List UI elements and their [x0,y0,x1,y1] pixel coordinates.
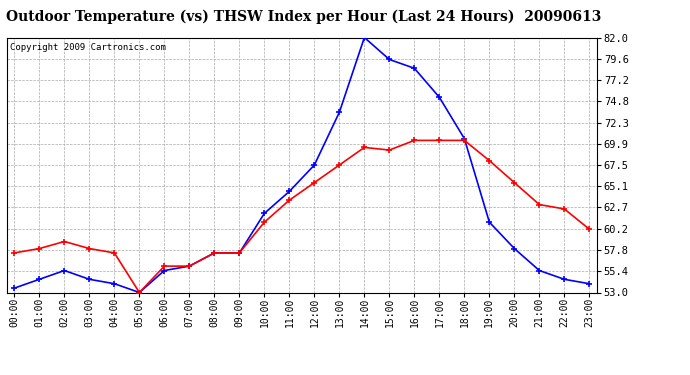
Text: Copyright 2009 Cartronics.com: Copyright 2009 Cartronics.com [10,43,166,52]
Text: Outdoor Temperature (vs) THSW Index per Hour (Last 24 Hours)  20090613: Outdoor Temperature (vs) THSW Index per … [6,9,601,24]
